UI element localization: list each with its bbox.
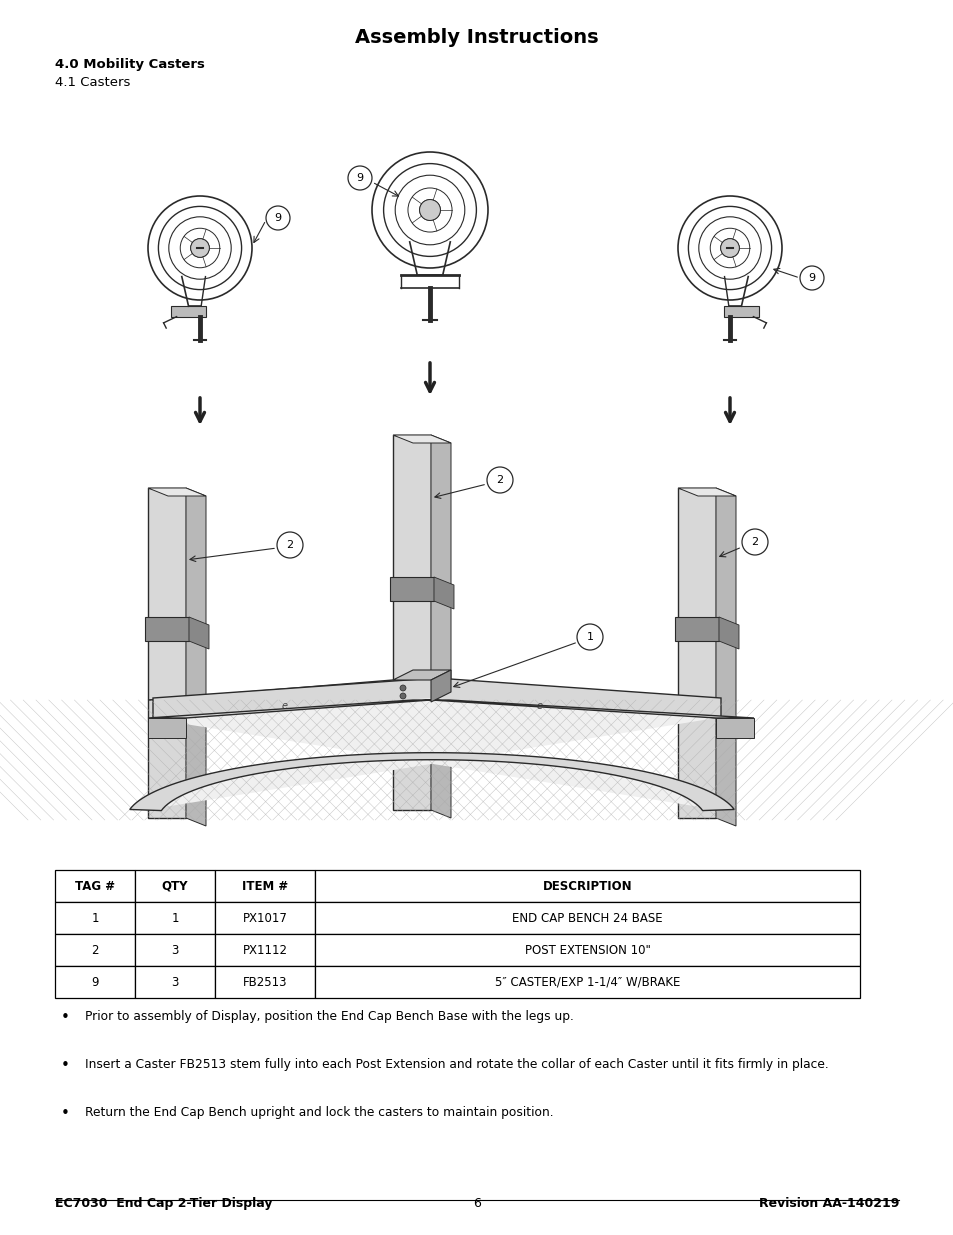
Polygon shape <box>146 698 718 810</box>
Circle shape <box>741 529 767 555</box>
Text: 3: 3 <box>172 976 178 988</box>
Text: 1: 1 <box>586 632 593 642</box>
Text: ITEM #: ITEM # <box>242 879 288 893</box>
Polygon shape <box>152 678 436 718</box>
Text: TAG #: TAG # <box>75 879 115 893</box>
Text: 9: 9 <box>807 273 815 283</box>
Circle shape <box>266 206 290 230</box>
Polygon shape <box>431 435 451 818</box>
Polygon shape <box>148 718 186 739</box>
Text: 1: 1 <box>172 911 178 925</box>
Text: 9: 9 <box>356 173 363 183</box>
Text: 4.0 Mobility Casters: 4.0 Mobility Casters <box>55 58 205 70</box>
Polygon shape <box>431 700 753 718</box>
Text: Insert a Caster FB2513 stem fully into each Post Extension and rotate the collar: Insert a Caster FB2513 stem fully into e… <box>85 1058 828 1071</box>
Polygon shape <box>716 488 735 826</box>
Bar <box>55 934 135 966</box>
Bar <box>314 966 859 998</box>
Polygon shape <box>189 618 209 650</box>
Text: 5″ CASTER/EXP 1-1/4″ W/BRAKE: 5″ CASTER/EXP 1-1/4″ W/BRAKE <box>495 976 679 988</box>
Text: PX1017: PX1017 <box>242 911 287 925</box>
Text: 9: 9 <box>91 976 99 988</box>
Circle shape <box>348 165 372 190</box>
Bar <box>214 902 314 934</box>
Text: •: • <box>60 1058 70 1073</box>
Circle shape <box>800 266 823 290</box>
Polygon shape <box>145 618 189 641</box>
Circle shape <box>191 238 209 257</box>
Text: 2: 2 <box>91 944 99 956</box>
Text: POST EXTENSION 10": POST EXTENSION 10" <box>524 944 650 956</box>
Text: 6: 6 <box>473 1197 480 1210</box>
Bar <box>314 869 859 902</box>
Text: 3: 3 <box>172 944 178 956</box>
Bar <box>135 902 214 934</box>
Bar <box>214 966 314 998</box>
Text: e: e <box>537 701 542 711</box>
Text: Revision AA-140219: Revision AA-140219 <box>758 1197 898 1210</box>
Text: PX1112: PX1112 <box>242 944 287 956</box>
Bar <box>135 869 214 902</box>
Text: QTY: QTY <box>162 879 188 893</box>
Polygon shape <box>431 671 451 701</box>
Circle shape <box>486 467 513 493</box>
Polygon shape <box>130 752 734 810</box>
Polygon shape <box>148 488 186 818</box>
Text: DESCRIPTION: DESCRIPTION <box>542 879 632 893</box>
Text: 2: 2 <box>286 540 294 550</box>
Text: •: • <box>60 1107 70 1121</box>
Bar <box>214 934 314 966</box>
Polygon shape <box>723 306 758 316</box>
Polygon shape <box>148 700 431 718</box>
Polygon shape <box>393 435 451 443</box>
Polygon shape <box>393 435 431 810</box>
Bar <box>55 966 135 998</box>
Circle shape <box>720 238 739 257</box>
Polygon shape <box>148 680 431 700</box>
Polygon shape <box>390 577 434 601</box>
Text: END CAP BENCH 24 BASE: END CAP BENCH 24 BASE <box>512 911 662 925</box>
Text: EC7030  End Cap 2-Tier Display: EC7030 End Cap 2-Tier Display <box>55 1197 273 1210</box>
Bar <box>135 934 214 966</box>
Circle shape <box>399 685 406 692</box>
Text: Assembly Instructions: Assembly Instructions <box>355 28 598 47</box>
Text: 2: 2 <box>496 475 503 485</box>
Circle shape <box>577 624 602 650</box>
Polygon shape <box>186 488 206 826</box>
Polygon shape <box>678 488 735 496</box>
Text: 2: 2 <box>751 537 758 547</box>
Bar <box>314 934 859 966</box>
Polygon shape <box>436 678 720 718</box>
Polygon shape <box>719 618 739 650</box>
Bar <box>55 869 135 902</box>
Text: Prior to assembly of Display, position the End Cap Bench Base with the legs up.: Prior to assembly of Display, position t… <box>85 1010 574 1023</box>
Polygon shape <box>434 577 454 609</box>
Bar <box>135 966 214 998</box>
Polygon shape <box>716 718 753 739</box>
Bar <box>55 902 135 934</box>
Text: FB2513: FB2513 <box>242 976 287 988</box>
Text: 1: 1 <box>91 911 99 925</box>
Circle shape <box>276 532 303 558</box>
Text: e: e <box>282 701 288 711</box>
Polygon shape <box>148 488 206 496</box>
Bar <box>314 902 859 934</box>
Bar <box>214 869 314 902</box>
Circle shape <box>419 200 440 220</box>
Circle shape <box>399 693 406 699</box>
Text: 4.1 Casters: 4.1 Casters <box>55 77 131 89</box>
Text: Return the End Cap Bench upright and lock the casters to maintain position.: Return the End Cap Bench upright and loc… <box>85 1107 553 1119</box>
Polygon shape <box>678 488 716 818</box>
Polygon shape <box>172 306 206 316</box>
Text: 9: 9 <box>274 212 281 224</box>
Polygon shape <box>393 671 451 680</box>
Text: •: • <box>60 1010 70 1025</box>
Polygon shape <box>675 618 719 641</box>
